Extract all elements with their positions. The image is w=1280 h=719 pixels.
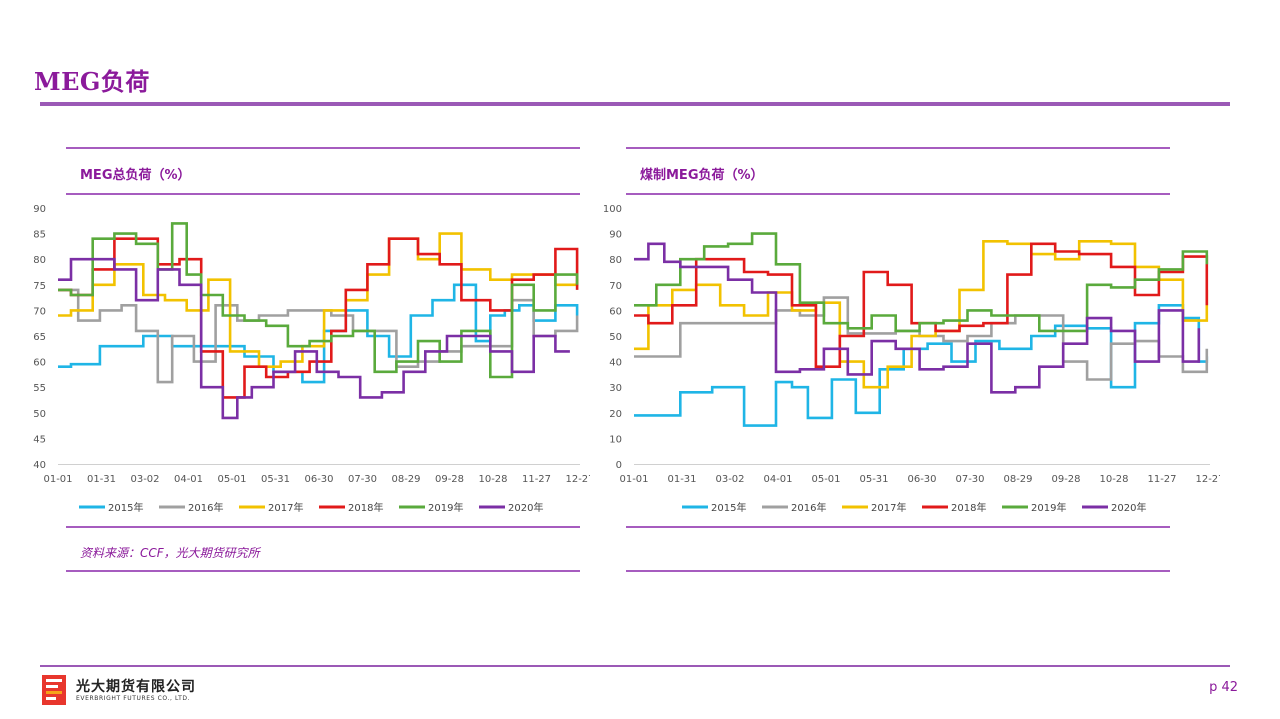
- x-tick-label: 11-27: [522, 474, 551, 485]
- y-tick-label: 30: [609, 383, 622, 394]
- company-name-en: EVERBRIGHT FUTURES CO., LTD.: [76, 695, 191, 702]
- left-chart-top-rule: [66, 147, 580, 149]
- y-tick-label: 10: [609, 434, 622, 445]
- legend-label: 2017年: [871, 501, 906, 514]
- x-tick-label: 05-01: [811, 474, 840, 485]
- series-line: [58, 237, 579, 399]
- y-tick-label: 20: [609, 409, 622, 420]
- x-tick-label: 04-01: [763, 474, 792, 485]
- y-tick-label: 70: [33, 306, 46, 317]
- right-chart-top-rule: [626, 147, 1170, 149]
- legend-label: 2020年: [1111, 501, 1146, 514]
- right-chart-bottom-rule: [626, 526, 1170, 528]
- legend-label: 2019年: [1031, 501, 1066, 514]
- y-tick-label: 0: [616, 460, 622, 471]
- y-tick-label: 60: [609, 306, 622, 317]
- company-name-cn: 光大期货有限公司: [76, 679, 196, 695]
- x-tick-label: 05-01: [217, 474, 246, 485]
- x-tick-label: 07-30: [955, 474, 984, 485]
- series-line: [634, 242, 1201, 394]
- x-tick-label: 01-31: [667, 474, 696, 485]
- y-tick-label: 45: [33, 434, 46, 445]
- y-tick-label: 40: [609, 358, 622, 369]
- footer-divider: [40, 665, 1230, 667]
- series-line: [634, 240, 1209, 389]
- y-tick-label: 80: [33, 255, 46, 266]
- x-tick-label: 07-30: [348, 474, 377, 485]
- x-tick-label: 08-29: [1003, 474, 1032, 485]
- x-tick-label: 05-31: [261, 474, 290, 485]
- right-source-rule: [626, 570, 1170, 572]
- everbright-logo-icon: [42, 675, 66, 705]
- x-tick-label: 01-31: [87, 474, 116, 485]
- right-chart: 0 10 20 30 40 50 60 70 80 90 100 01-01 01-31 03-02 04-…: [603, 204, 1220, 514]
- legend-label: 2018年: [951, 501, 986, 514]
- x-tick-label: 08-29: [391, 474, 420, 485]
- left-chart-title-rule: [66, 193, 580, 195]
- series-line: [634, 232, 1209, 333]
- y-tick-label: 70: [609, 281, 622, 292]
- title-divider: [40, 102, 1230, 106]
- source-note: 资料来源：CCF，光大期货研究所: [80, 546, 260, 560]
- legend-label: 2016年: [791, 501, 826, 514]
- left-chart-title: MEG总负荷（%）: [80, 168, 191, 183]
- legend-label: 2017年: [268, 501, 303, 514]
- x-tick-label: 03-02: [715, 474, 744, 485]
- legend-label: 2015年: [711, 501, 746, 514]
- x-tick-label: 06-30: [304, 474, 333, 485]
- x-tick-label: 12-27: [1195, 474, 1220, 485]
- y-tick-label: 55: [33, 383, 46, 394]
- x-tick-label: 10-28: [478, 474, 507, 485]
- y-tick-label: 90: [33, 204, 46, 215]
- x-tick-label: 12-27: [565, 474, 590, 485]
- y-tick-label: 85: [33, 230, 46, 241]
- x-tick-label: 11-27: [1147, 474, 1176, 485]
- y-tick-label: 60: [33, 358, 46, 369]
- left-source-rule: [66, 570, 580, 572]
- x-tick-label: 01-01: [43, 474, 72, 485]
- right-chart-title: 煤制MEG负荷（%）: [640, 168, 764, 183]
- legend-label: 2020年: [508, 501, 543, 514]
- legend-label: 2019年: [428, 501, 463, 514]
- company-logo: 光大期货有限公司 EVERBRIGHT FUTURES CO., LTD.: [42, 675, 212, 707]
- y-tick-label: 65: [33, 332, 46, 343]
- series-line: [58, 222, 579, 379]
- series-line: [58, 257, 570, 420]
- page-number: p 42: [1209, 680, 1238, 695]
- x-tick-label: 06-30: [907, 474, 936, 485]
- series-line: [58, 232, 579, 368]
- y-tick-label: 50: [609, 332, 622, 343]
- x-tick-label: 01-01: [619, 474, 648, 485]
- legend-label: 2016年: [188, 501, 223, 514]
- left-chart-bottom-rule: [66, 526, 580, 528]
- legend-label: 2018年: [348, 501, 383, 514]
- y-tick-label: 50: [33, 409, 46, 420]
- x-tick-label: 09-28: [1051, 474, 1080, 485]
- x-tick-label: 05-31: [859, 474, 888, 485]
- page-title: MEG负荷: [34, 67, 150, 96]
- x-tick-label: 09-28: [435, 474, 464, 485]
- x-tick-label: 03-02: [130, 474, 159, 485]
- y-tick-label: 80: [609, 255, 622, 266]
- legend-label: 2015年: [108, 501, 143, 514]
- y-tick-label: 40: [33, 460, 46, 471]
- series-line: [58, 288, 579, 384]
- left-chart: 40 45 50 55 60 65 70 75 80 85 90 01-01 01-31 03-02 04-…: [33, 204, 590, 514]
- y-tick-label: 90: [609, 230, 622, 241]
- right-chart-title-rule: [626, 193, 1170, 195]
- y-tick-label: 75: [33, 281, 46, 292]
- x-tick-label: 04-01: [174, 474, 203, 485]
- y-tick-label: 100: [603, 204, 622, 215]
- series-line: [634, 304, 1209, 427]
- x-tick-label: 10-28: [1099, 474, 1128, 485]
